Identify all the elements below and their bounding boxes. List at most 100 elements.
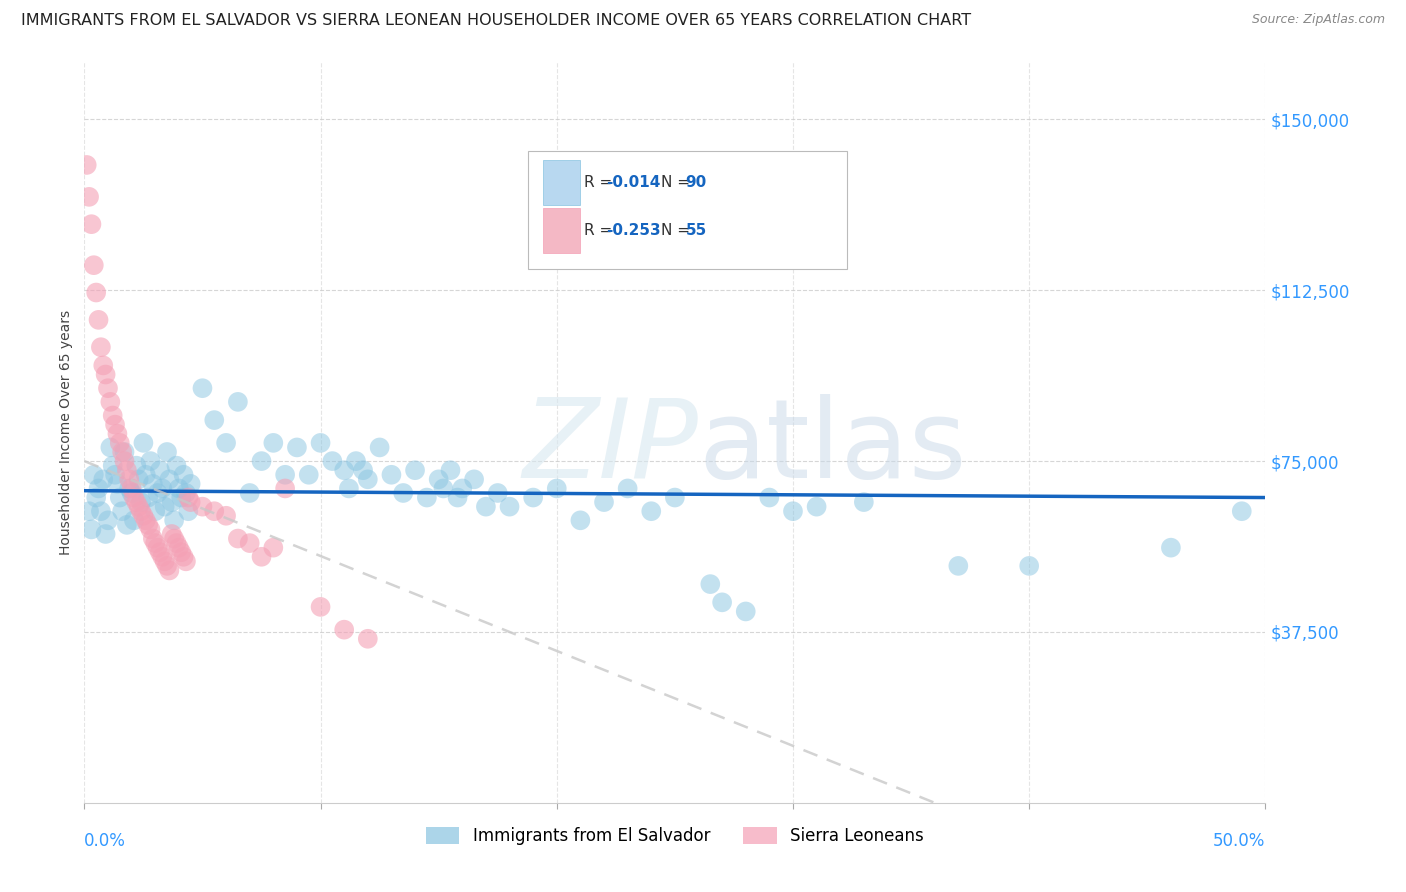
Point: [416, 491, 439, 505]
Point: [321, 454, 343, 468]
Point: [163, 532, 186, 546]
Point: [546, 482, 568, 496]
Point: [392, 486, 415, 500]
Point: [498, 500, 520, 514]
Text: N =: N =: [661, 223, 695, 238]
Point: [734, 604, 756, 618]
Point: [202, 504, 225, 518]
Point: [136, 491, 159, 505]
Point: [83, 258, 105, 272]
Point: [146, 541, 169, 555]
Point: [173, 467, 195, 482]
Point: [157, 472, 180, 486]
Point: [380, 467, 402, 482]
Point: [135, 513, 157, 527]
Point: [174, 554, 197, 568]
Text: 0.0%: 0.0%: [84, 832, 127, 850]
Point: [142, 476, 165, 491]
Point: [128, 500, 150, 514]
Point: [136, 517, 159, 532]
Point: [215, 508, 238, 523]
Point: [91, 472, 114, 486]
Point: [87, 313, 110, 327]
Point: [446, 491, 468, 505]
Point: [333, 623, 356, 637]
Point: [782, 504, 804, 518]
Point: [309, 435, 332, 450]
Point: [111, 445, 134, 459]
Point: [108, 435, 131, 450]
Point: [153, 500, 176, 514]
Point: [463, 472, 485, 486]
Text: N =: N =: [661, 175, 695, 190]
Point: [250, 454, 273, 468]
Text: 50.0%: 50.0%: [1213, 832, 1265, 850]
Point: [122, 513, 145, 527]
Point: [806, 500, 828, 514]
Text: 90: 90: [686, 175, 707, 190]
Point: [118, 482, 141, 496]
Text: ZIP: ZIP: [523, 394, 699, 501]
Point: [180, 476, 202, 491]
Point: [616, 482, 638, 496]
Legend: Immigrants from El Salvador, Sierra Leoneans: Immigrants from El Salvador, Sierra Leon…: [418, 819, 932, 854]
Point: [149, 463, 172, 477]
Point: [640, 504, 662, 518]
Point: [107, 426, 129, 441]
Point: [569, 513, 592, 527]
Point: [114, 445, 136, 459]
Text: -0.014: -0.014: [606, 175, 661, 190]
Point: [76, 158, 98, 172]
Point: [758, 491, 780, 505]
Point: [156, 558, 179, 573]
Text: -0.253: -0.253: [606, 223, 661, 238]
Point: [333, 463, 356, 477]
Point: [166, 536, 188, 550]
Point: [167, 482, 190, 496]
Point: [262, 541, 284, 555]
Point: [98, 441, 121, 455]
Point: [404, 463, 426, 477]
Point: [97, 513, 120, 527]
Point: [129, 504, 152, 518]
Point: [1160, 541, 1182, 555]
Point: [111, 504, 134, 518]
Point: [852, 495, 875, 509]
Point: [226, 395, 249, 409]
Point: [83, 467, 105, 482]
Text: Source: ZipAtlas.com: Source: ZipAtlas.com: [1251, 13, 1385, 27]
Point: [699, 577, 721, 591]
Point: [202, 413, 225, 427]
Text: R =: R =: [585, 223, 617, 238]
Point: [163, 513, 186, 527]
Point: [432, 482, 454, 496]
Point: [149, 545, 172, 559]
Point: [91, 359, 114, 373]
Point: [121, 482, 143, 496]
Point: [77, 504, 100, 518]
Point: [239, 486, 262, 500]
Point: [90, 340, 112, 354]
Point: [128, 472, 150, 486]
Point: [143, 504, 166, 518]
Point: [711, 595, 734, 609]
Text: 55: 55: [686, 223, 707, 238]
Point: [97, 381, 120, 395]
Point: [357, 632, 380, 646]
Point: [132, 508, 155, 523]
Point: [115, 517, 138, 532]
Point: [486, 486, 509, 500]
Point: [522, 491, 544, 505]
Point: [439, 463, 461, 477]
Text: IMMIGRANTS FROM EL SALVADOR VS SIERRA LEONEAN HOUSEHOLDER INCOME OVER 65 YEARS C: IMMIGRANTS FROM EL SALVADOR VS SIERRA LE…: [21, 13, 972, 29]
Point: [146, 486, 169, 500]
Point: [125, 458, 148, 473]
Point: [132, 435, 155, 450]
Point: [101, 409, 124, 423]
Point: [80, 217, 103, 231]
Point: [98, 395, 121, 409]
Point: [167, 541, 190, 555]
Point: [114, 454, 136, 468]
Point: [274, 467, 297, 482]
Point: [107, 476, 129, 491]
